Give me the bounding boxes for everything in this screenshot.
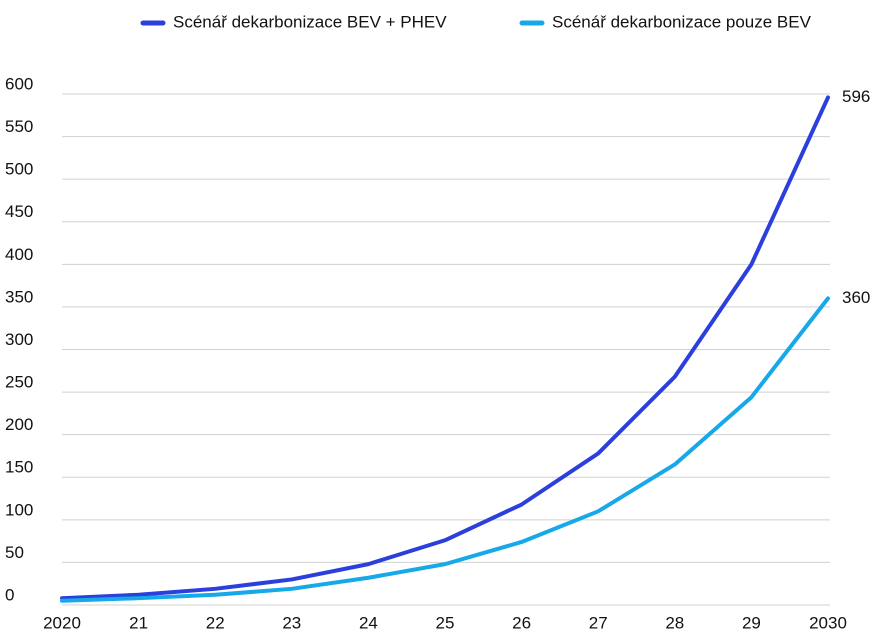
x-tick-label: 22: [206, 613, 225, 632]
y-tick-label: 450: [5, 202, 33, 221]
end-label: 360: [842, 288, 870, 307]
y-tick-label: 400: [5, 245, 33, 264]
y-tick-label: 0: [5, 585, 14, 604]
y-tick-label: 100: [5, 500, 33, 519]
y-tick-label: 350: [5, 287, 33, 306]
y-tick-label: 150: [5, 458, 33, 477]
legend-label: Scénář dekarbonizace BEV + PHEV: [173, 12, 447, 31]
x-tick-label: 21: [129, 613, 148, 632]
legend-label: Scénář dekarbonizace pouze BEV: [552, 12, 812, 31]
y-tick-label: 600: [5, 74, 33, 93]
x-tick-label: 28: [665, 613, 684, 632]
y-tick-label: 550: [5, 117, 33, 136]
x-tick-label: 27: [589, 613, 608, 632]
series-line: [60, 296, 830, 603]
y-tick-label: 200: [5, 415, 33, 434]
y-tick-label: 50: [5, 543, 24, 562]
x-tick-label: 23: [282, 613, 301, 632]
series-line: [60, 95, 830, 601]
x-tick-label: 2030: [809, 613, 847, 632]
x-tick-label: 2020: [43, 613, 81, 632]
x-tick-label: 29: [742, 613, 761, 632]
y-tick-label: 300: [5, 330, 33, 349]
x-tick-label: 25: [436, 613, 455, 632]
x-tick-label: 26: [512, 613, 531, 632]
x-tick-label: 24: [359, 613, 378, 632]
y-tick-label: 500: [5, 160, 33, 179]
end-label: 596: [842, 87, 870, 106]
y-tick-label: 250: [5, 373, 33, 392]
